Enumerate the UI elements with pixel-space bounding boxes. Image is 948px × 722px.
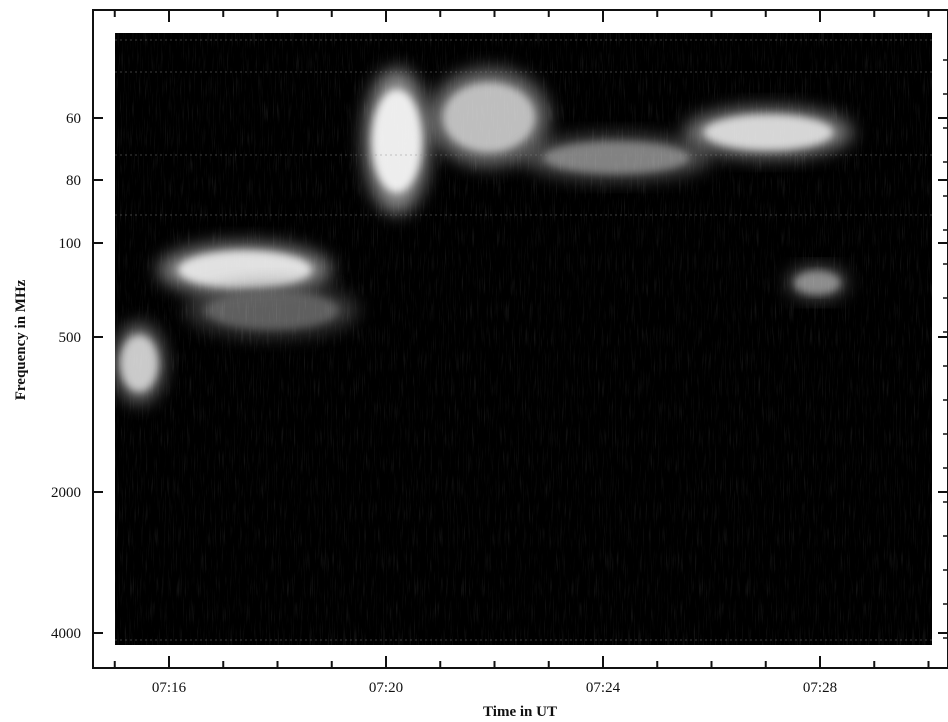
y-tick-label: 500 <box>59 330 82 346</box>
y-tick-label: 4000 <box>51 626 81 642</box>
streak-texture <box>115 33 932 645</box>
y-axis: 60 80 100 500 2000 4000 <box>51 59 948 642</box>
x-tick-label: 07:20 <box>369 680 403 696</box>
y-axis-title: Frequency in MHz <box>13 279 29 400</box>
x-tick-label: 07:16 <box>152 680 187 696</box>
x-axis-title: Time in UT <box>483 704 557 720</box>
y-tick-label: 60 <box>66 111 81 127</box>
y-tick-label: 2000 <box>51 485 81 501</box>
x-tick-label: 07:28 <box>803 680 837 696</box>
noise-texture <box>115 33 932 645</box>
y-tick-label: 100 <box>59 236 82 252</box>
y-tick-label: 80 <box>66 173 81 189</box>
x-tick-label: 07:24 <box>586 680 621 696</box>
x-axis: 07:16 07:20 07:24 07:28 <box>113 10 930 696</box>
